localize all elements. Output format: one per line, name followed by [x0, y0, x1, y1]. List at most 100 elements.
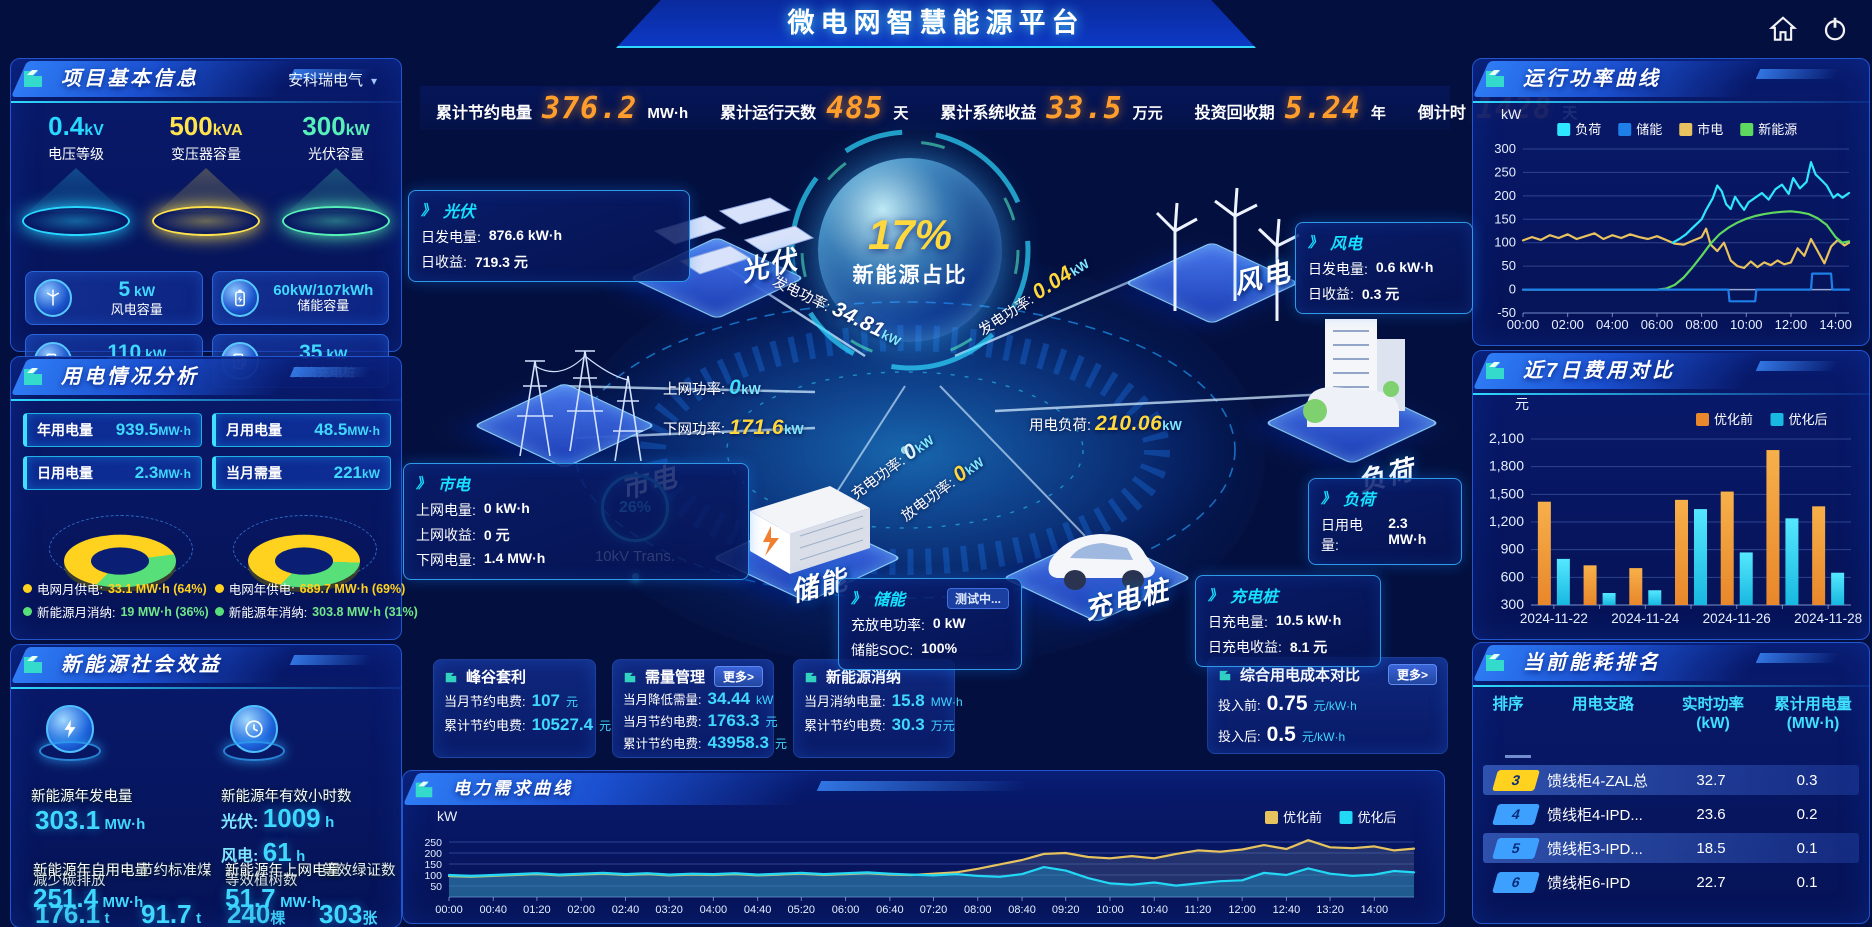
- storage-node: [705, 456, 905, 606]
- gen-label: 新能源年发电量: [31, 789, 133, 805]
- renewable-share-value: 17%: [867, 211, 953, 258]
- infobox-row-label: 日收益:: [421, 254, 467, 270]
- infobox-title-text: 储能: [873, 592, 906, 609]
- svg-text:1,500: 1,500: [1489, 485, 1524, 501]
- usage-unit: MW·h: [347, 424, 380, 438]
- donut-legend-item: 新能源年消纳: 303.8 MW·h (31%): [214, 602, 418, 621]
- infobox-row: 上网收益: 0 元: [416, 525, 638, 545]
- svg-text:900: 900: [1501, 541, 1525, 557]
- wind-node: [1105, 161, 1315, 331]
- card-stat-label: 投入前:: [1218, 698, 1261, 713]
- card-stat-unit: 元: [765, 715, 778, 729]
- spotlight-unit: kVA: [212, 122, 243, 139]
- usage-value: 221kW: [334, 463, 380, 483]
- company-select[interactable]: 安科瑞电气 ▾: [287, 72, 377, 89]
- testing-badge[interactable]: 测试中...: [946, 587, 1009, 609]
- panel-corner-icon: [444, 670, 458, 684]
- spotlight-cone: [28, 168, 124, 212]
- table-row[interactable]: 6 馈线柜6-IPD 22.7 0.1: [1483, 867, 1859, 897]
- svg-text:150: 150: [1494, 211, 1516, 226]
- panel-corner-icon: [21, 652, 45, 676]
- svg-text:03:20: 03:20: [655, 904, 683, 916]
- stat-item: 投资回收期 5.24 年: [1179, 91, 1402, 126]
- infobox-row-label: 日充电量:: [1208, 614, 1268, 630]
- panel-corner-icon: [21, 66, 45, 90]
- card-stat-label: 累计节约电费:: [623, 737, 702, 751]
- usage-number: 2.3: [134, 463, 159, 482]
- certs-label: 等效绿证数: [323, 863, 396, 879]
- chevron-right-icon: 》: [1208, 587, 1222, 603]
- infobox-title-text: 风电: [1330, 236, 1363, 253]
- panel-corner-icon: [1483, 650, 1507, 674]
- to-grid-label: 新能源年上网电量: [225, 863, 341, 879]
- capacity-card-body: 5 kW 风电容量: [80, 278, 194, 317]
- card-title: 峰谷套利: [466, 669, 527, 686]
- svg-text:14:00: 14:00: [1819, 317, 1852, 332]
- table-row[interactable]: 4 馈线柜4-IPD... 23.6 0.2: [1483, 799, 1859, 829]
- card-stat-value: 30.3: [891, 715, 925, 734]
- home-icon[interactable]: [1768, 14, 1798, 44]
- panel-corner-icon: [1483, 66, 1507, 90]
- card-stat-value: 0.5: [1266, 723, 1296, 746]
- infobox-row: 日收益: 719.3 元: [421, 252, 677, 272]
- donut-legend-label: 电网年供电:: [228, 583, 295, 597]
- chevron-right-icon: 》: [851, 590, 865, 606]
- infobox-row: 日充电量: 10.5 kW·h: [1208, 612, 1368, 632]
- more-button[interactable]: 更多>: [1387, 664, 1437, 685]
- card-stat-unit: kW: [756, 693, 774, 707]
- infobox-row-value: 719.3 元: [474, 254, 528, 270]
- card-stat-value: 10527.4: [531, 715, 594, 734]
- trees-label: 等效植树数: [225, 873, 298, 889]
- spotlight-label: 变压器容量: [171, 146, 241, 162]
- card-stat-value: 43958.3: [707, 733, 769, 752]
- card-title-row: 新能源消纳: [804, 666, 944, 687]
- branch-name: 馈线柜6-IPD: [1547, 874, 1631, 892]
- table-row[interactable]: 5 馈线柜3-IPD... 18.5 0.1: [1483, 833, 1859, 863]
- infobox-row-value: 10.5 kW·h: [1275, 612, 1342, 628]
- svg-text:250: 250: [1494, 164, 1516, 179]
- card-stat-value: 15.8: [891, 691, 925, 710]
- spotlight-value: 0.4kV: [16, 111, 136, 142]
- card-stat-value: 1763.3: [707, 711, 760, 730]
- spotlight-cone: [288, 168, 384, 212]
- svg-text:01:20: 01:20: [523, 904, 551, 916]
- card-stat-row: 当月降低需量: 34.44 kW: [623, 689, 773, 709]
- chevron-right-icon: 》: [1321, 490, 1335, 506]
- usage-value: 48.5MW·h: [314, 420, 380, 440]
- panel-social-benefit: 新能源社会效益 新能源年发电量 303.1 MW·h 新能源年有效小时数 光伏:…: [10, 644, 402, 927]
- svg-text:元: 元: [1515, 396, 1529, 412]
- card-stat-label: 当月消纳电量:: [804, 694, 886, 709]
- more-button[interactable]: 更多>: [713, 666, 763, 687]
- panel-title: 运行功率曲线: [1523, 68, 1661, 90]
- table-row[interactable]: 3 馈线柜4-ZAL总 32.7 0.3: [1483, 765, 1859, 795]
- infobox-grid: 》市电 上网电量: 0 kW·h 上网收益: 0 元下网电量: 1.4 MW·h: [403, 463, 749, 580]
- svg-text:负荷: 负荷: [1575, 122, 1601, 137]
- svg-text:200: 200: [1494, 188, 1516, 203]
- load-node: [1255, 291, 1445, 471]
- card-stat-row: 累计节约电费: 43958.3 元: [623, 733, 787, 753]
- infobox-row-label: 日发电量:: [421, 229, 481, 245]
- total-energy: 0.1: [1796, 873, 1818, 891]
- infobox-row: 日充电收益: 8.1 元: [1208, 637, 1368, 657]
- pv-hours: 光伏: 1009 h: [221, 803, 335, 833]
- svg-text:10:40: 10:40: [1140, 904, 1168, 916]
- svg-text:50: 50: [430, 881, 442, 893]
- panel-cost-compare: 近7日费用对比 2,100 1,800 1,500 1,200 900 600 300 202…: [1472, 350, 1870, 640]
- svg-text:04:00: 04:00: [1596, 317, 1629, 332]
- svg-text:05:20: 05:20: [788, 904, 816, 916]
- power-curve-chart: 300 250 200 150 100 50 0 -50 00:00 02:00 04:00 06:0…: [1475, 103, 1865, 341]
- flow-value: 210.06: [1095, 412, 1163, 435]
- donut-legend-item: 电网年供电: 689.7 MW·h (69%): [214, 579, 418, 598]
- spotlight-base: [282, 206, 390, 236]
- infobox-row-label: 上网电量:: [416, 502, 476, 518]
- svg-text:02:00: 02:00: [1551, 317, 1584, 332]
- power-icon[interactable]: [1820, 14, 1850, 44]
- card-stat-row: 累计节约电费: 30.3 万元: [804, 715, 955, 735]
- capacity-card: 5 kW 风电容量: [25, 271, 203, 325]
- panel-corner-icon: [1218, 668, 1232, 682]
- svg-text:市电: 市电: [1697, 122, 1723, 137]
- carbon-value: 176.1 t: [35, 899, 110, 927]
- chevron-right-icon: 》: [1308, 234, 1322, 250]
- card-title-row: 需量管理 更多>: [623, 666, 763, 687]
- panel-power-curve: 运行功率曲线 300 250 200 150 100 50 0 -50 00:00 02:00 04…: [1472, 58, 1870, 346]
